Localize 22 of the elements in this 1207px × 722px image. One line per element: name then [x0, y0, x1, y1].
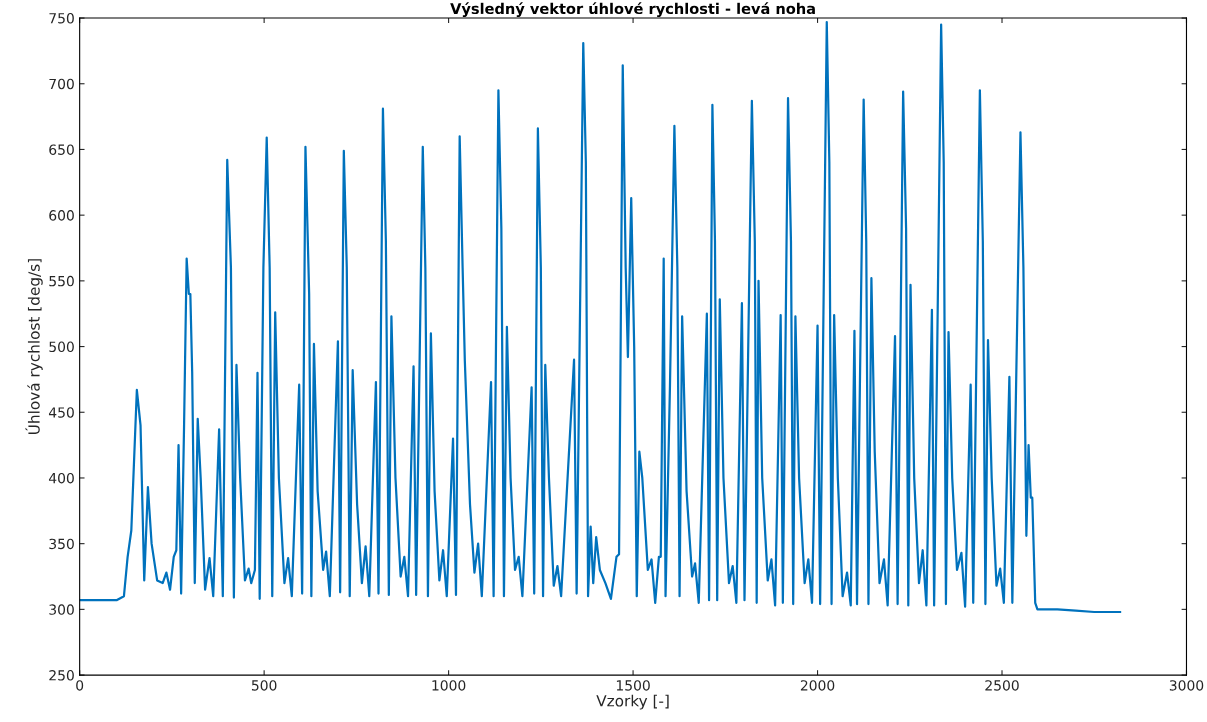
y-tick-label: 450 — [48, 407, 74, 418]
x-tick-label: 2500 — [985, 680, 1019, 691]
x-tick-label: 500 — [251, 680, 277, 691]
y-tick-label: 500 — [49, 341, 74, 353]
y-tick-label: 350 — [49, 538, 74, 550]
x-axis-title: Vzorky [-] — [596, 694, 669, 710]
y-tick-label: 400 — [48, 472, 74, 484]
x-tick-label: 1500 — [616, 680, 650, 691]
y-tick-label: 250 — [49, 670, 74, 681]
x-tick-label: 2000 — [800, 680, 835, 691]
y-axis-title: Úhlová rychlost [deg/s] — [25, 259, 43, 434]
y-tick-label: 600 — [49, 210, 74, 221]
x-tick-label: 1000 — [432, 680, 466, 691]
line-series — [79, 20, 1122, 614]
y-tick-label: 750 — [49, 13, 74, 24]
y-tick-label: 550 — [49, 275, 74, 287]
y-tick-label: 300 — [49, 604, 74, 615]
x-tick-label: 0 — [76, 680, 84, 691]
y-tick-label: 650 — [49, 144, 74, 155]
y-tick-label: 700 — [49, 78, 74, 90]
chart-title: Výsledný vektor úhlové rychlosti - levá noha — [450, 2, 815, 18]
x-tick-label: 3000 — [1169, 680, 1204, 691]
